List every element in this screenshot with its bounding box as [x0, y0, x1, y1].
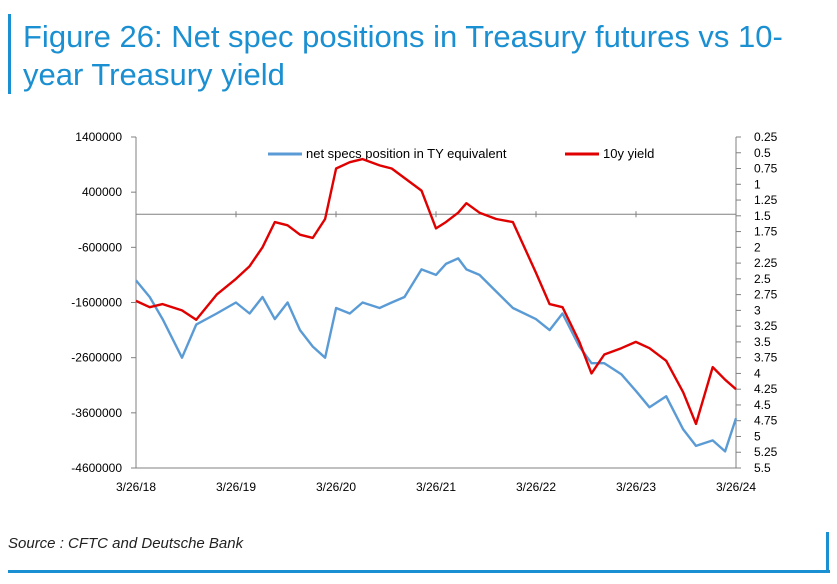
x-tick-label: 3/26/21 — [416, 480, 456, 494]
right-tick-label: 0.75 — [754, 162, 778, 176]
right-tick-label: 1.75 — [754, 225, 778, 239]
x-tick-label: 3/26/23 — [616, 480, 656, 494]
right-tick-label: 4.5 — [754, 398, 771, 412]
source-note: Source : CFTC and Deutsche Bank — [8, 535, 244, 552]
x-tick-label: 3/26/18 — [116, 480, 156, 494]
x-tick-label: 3/26/22 — [516, 480, 556, 494]
right-tick-label: 2 — [754, 240, 761, 254]
left-tick-label: 400000 — [82, 185, 122, 199]
left-tick-label: -2600000 — [71, 351, 122, 365]
chart-lines — [135, 157, 738, 453]
right-tick-label: 1 — [754, 177, 761, 191]
right-tick-label: 0.25 — [754, 130, 778, 144]
line-chart: 1400000 400000 -600000 -1600000 -2600000 -360… — [71, 130, 777, 494]
right-rule — [826, 532, 829, 572]
left-tick-label: -600000 — [78, 240, 122, 254]
right-tick-label: 3.75 — [754, 351, 778, 365]
right-tick-label: 2.5 — [754, 272, 771, 286]
x-tick-label: 3/26/19 — [216, 480, 256, 494]
right-tick-label: 4.25 — [754, 382, 778, 396]
right-tick-label: 3.25 — [754, 319, 778, 333]
x-tick-label: 3/26/24 — [716, 480, 756, 494]
legend-label-net-specs: net specs position in TY equivalent — [306, 146, 507, 161]
left-tick-label: -3600000 — [71, 406, 122, 420]
right-tick-label: 3.5 — [754, 335, 771, 349]
left-tick-label: -4600000 — [71, 461, 122, 475]
bottom-rule — [8, 570, 830, 573]
chart-container: 1400000 400000 -600000 -1600000 -2600000 -360… — [0, 110, 837, 525]
right-tick-label: 1.5 — [754, 209, 771, 223]
right-tick-label: 3 — [754, 303, 761, 317]
chart-axes: 1400000 400000 -600000 -1600000 -2600000 -360… — [71, 130, 777, 494]
right-tick-label: 2.25 — [754, 256, 778, 270]
figure-title: Figure 26: Net spec positions in Treasur… — [23, 19, 783, 92]
x-tick-label: 3/26/20 — [316, 480, 356, 494]
chart-legend: net specs position in TY equivalent 10y y… — [268, 146, 654, 161]
right-tick-label: 5 — [754, 429, 761, 443]
title-bar: Figure 26: Net spec positions in Treasur… — [8, 14, 831, 94]
right-tick-label: 2.75 — [754, 288, 778, 302]
right-tick-label: 4.75 — [754, 414, 778, 428]
left-tick-label: 1400000 — [75, 130, 122, 144]
yield-series-line — [135, 157, 737, 426]
right-tick-label: 0.5 — [754, 146, 771, 160]
right-tick-label: 1.25 — [754, 193, 778, 207]
right-tick-label: 5.25 — [754, 445, 778, 459]
legend-label-yield: 10y yield — [603, 146, 654, 161]
right-tick-label: 4 — [754, 366, 761, 380]
right-tick-label: 5.5 — [754, 461, 771, 475]
left-tick-label: -1600000 — [71, 296, 122, 310]
